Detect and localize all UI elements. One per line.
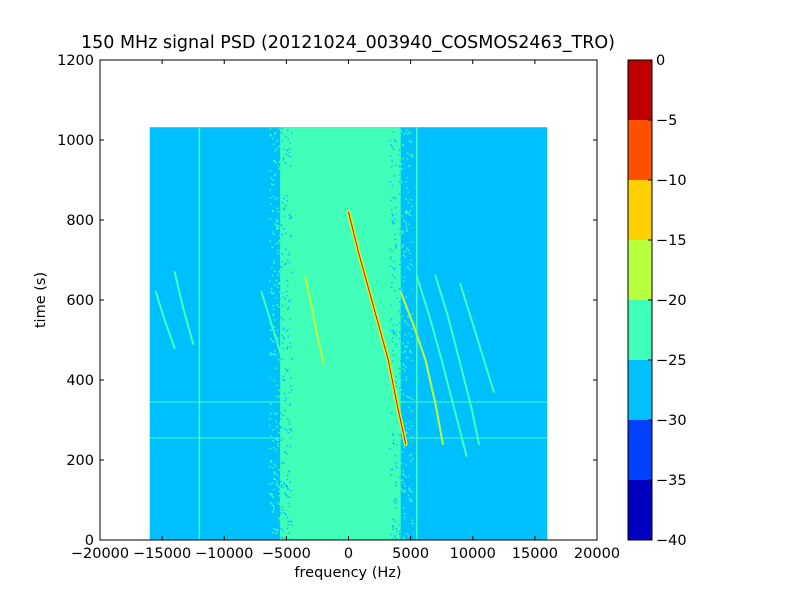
x-tick-label: −20000 (71, 546, 129, 562)
signal-trace (415, 275, 468, 457)
colorbar-segment (628, 120, 652, 180)
colorbar-tick-label: −30 (656, 413, 687, 429)
x-tick-label: −10000 (195, 546, 253, 562)
colorbar-segment (628, 60, 652, 120)
signal-trace (154, 291, 176, 349)
y-axis-label: time (s) (33, 272, 49, 328)
x-tick-label: −5000 (262, 546, 311, 562)
colorbar-tick-label: −35 (656, 473, 687, 489)
x-tick-label: 10000 (450, 546, 496, 562)
y-axis: 0 200 400 600 800 1000 1200 (57, 53, 597, 549)
colorbar-segment (628, 240, 652, 300)
signal-trace (434, 275, 480, 445)
x-axis: −20000 −15000 −10000 −5000 0 5000 10000 15000 20… (71, 60, 620, 562)
x-tick-label: 15000 (512, 546, 558, 562)
y-tick-label: 200 (66, 453, 94, 469)
x-tick-label: −15000 (133, 546, 191, 562)
colorbar: 0 −5 −10 −15 −20 −25 −30 −35 −40 (627, 53, 687, 549)
y-tick-label: 1000 (57, 133, 94, 149)
x-tick-label: 5000 (392, 546, 429, 562)
signal-trace (399, 291, 444, 445)
colorbar-segment (628, 300, 652, 360)
x-tick-label: 0 (344, 546, 353, 562)
y-tick-label: 0 (85, 533, 94, 549)
colorbar-segment (628, 360, 652, 420)
chart-title: 150 MHz signal PSD (20121024_003940_COSM… (81, 33, 615, 53)
y-tick-label: 800 (66, 213, 94, 229)
colorbar-segment (628, 420, 652, 480)
signal-trace-core (348, 211, 407, 445)
colorbar-tick-label: −5 (656, 113, 677, 129)
y-tick-label: 1200 (57, 53, 94, 69)
colorbar-segment (628, 480, 652, 540)
signal-trace (459, 283, 495, 393)
x-axis-label: frequency (Hz) (294, 565, 401, 581)
y-tick-label: 400 (66, 373, 94, 389)
signal-trace (173, 271, 195, 345)
colorbar-tick-label: −15 (656, 233, 687, 249)
signal-trace (328, 287, 354, 381)
psd-heatmap (149, 127, 548, 540)
colorbar-tick-label: −20 (656, 293, 687, 309)
colorbar-tick-label: −25 (656, 353, 687, 369)
signal-trace (260, 291, 283, 357)
colorbar-segment (628, 180, 652, 240)
signal-trace (279, 291, 316, 405)
colorbar-tick-label: −40 (656, 533, 687, 549)
signal-trace (304, 275, 325, 365)
x-tick-label: 20000 (574, 546, 620, 562)
colorbar-tick-label: 0 (656, 53, 665, 69)
y-tick-label: 600 (66, 293, 94, 309)
colorbar-tick-label: −10 (656, 173, 687, 189)
plot-area: −20000 −15000 −10000 −5000 0 5000 10000 15000 20… (57, 53, 620, 562)
